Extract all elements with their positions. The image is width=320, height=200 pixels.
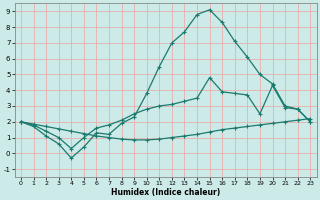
X-axis label: Humidex (Indice chaleur): Humidex (Indice chaleur) [111,188,220,197]
